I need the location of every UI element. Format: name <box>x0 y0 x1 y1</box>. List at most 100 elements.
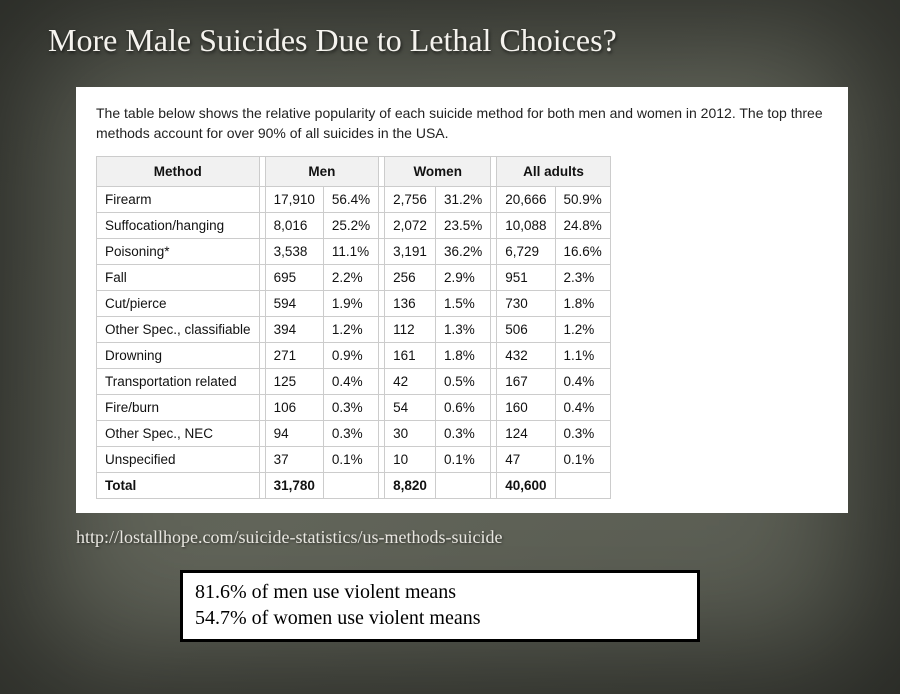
table-row: Drowning2710.9%1611.8%4321.1% <box>97 342 611 368</box>
cell-men-n: 17,910 <box>265 186 323 212</box>
cell-men-n: 37 <box>265 446 323 472</box>
cell-women-p: 1.8% <box>435 342 490 368</box>
cell-women-p: 36.2% <box>435 238 490 264</box>
cell-women-n: 161 <box>385 342 436 368</box>
cell-all-n: 6,729 <box>497 238 555 264</box>
cell-women-p: 0.6% <box>435 394 490 420</box>
col-women: Women <box>385 156 491 186</box>
cell-all-n: 730 <box>497 290 555 316</box>
cell-men-n: 594 <box>265 290 323 316</box>
cell-method: Other Spec., classifiable <box>97 316 260 342</box>
cell-all-p: 0.1% <box>555 446 610 472</box>
cell-women-p: 1.3% <box>435 316 490 342</box>
cell-method: Fire/burn <box>97 394 260 420</box>
cell-all-n: 47 <box>497 446 555 472</box>
callout-line-1: 81.6% of men use violent means <box>195 579 685 605</box>
cell-men-p: 1.9% <box>323 290 378 316</box>
cell-women-n: 10 <box>385 446 436 472</box>
cell-all-n: 160 <box>497 394 555 420</box>
cell-method: Unspecified <box>97 446 260 472</box>
table-body: Firearm17,91056.4% 2,75631.2% 20,66650.9% S… <box>97 186 611 498</box>
cell-men-p: 0.4% <box>323 368 378 394</box>
cell-men-p: 11.1% <box>323 238 378 264</box>
cell-women-p: 0.3% <box>435 420 490 446</box>
callout-line-2: 54.7% of women use violent means <box>195 605 685 631</box>
slide-title: More Male Suicides Due to Lethal Choices… <box>0 0 900 59</box>
cell-all-n: 167 <box>497 368 555 394</box>
cell-women-n: 42 <box>385 368 436 394</box>
cell-men-n: 94 <box>265 420 323 446</box>
cell-men-p: 0.3% <box>323 420 378 446</box>
table-row: Unspecified370.1%100.1%470.1% <box>97 446 611 472</box>
table-header-row: Method Men Women All adults <box>97 156 611 186</box>
cell-men-p: 1.2% <box>323 316 378 342</box>
cell-all-n: 432 <box>497 342 555 368</box>
cell-men-n: 695 <box>265 264 323 290</box>
cell-women-p: 0.5% <box>435 368 490 394</box>
table-row: Fall6952.2%2562.9%9512.3% <box>97 264 611 290</box>
cell-all-p: 1.8% <box>555 290 610 316</box>
cell-men-n: 106 <box>265 394 323 420</box>
cell-all-p: 50.9% <box>555 186 610 212</box>
cell-all-n: 10,088 <box>497 212 555 238</box>
intro-text: The table below shows the relative popul… <box>96 103 828 144</box>
cell-all-n: 506 <box>497 316 555 342</box>
table-row: Total31,780 8,820 40,600 <box>97 472 611 498</box>
col-all: All adults <box>497 156 611 186</box>
cell-women-n: 112 <box>385 316 436 342</box>
methods-table: Method Men Women All adults Firearm17,91… <box>96 156 611 499</box>
cell-men-n: 394 <box>265 316 323 342</box>
cell-women-n: 54 <box>385 394 436 420</box>
table-row: Firearm17,91056.4% 2,75631.2% 20,66650.9% <box>97 186 611 212</box>
cell-women-n: 8,820 <box>385 472 436 498</box>
callout-box: 81.6% of men use violent means 54.7% of … <box>180 570 700 642</box>
cell-women-p: 31.2% <box>435 186 490 212</box>
cell-all-p: 0.4% <box>555 368 610 394</box>
cell-method: Total <box>97 472 260 498</box>
cell-men-n: 125 <box>265 368 323 394</box>
table-row: Other Spec., NEC940.3%300.3%1240.3% <box>97 420 611 446</box>
cell-men-n: 8,016 <box>265 212 323 238</box>
table-panel: The table below shows the relative popul… <box>76 87 848 513</box>
cell-men-p: 2.2% <box>323 264 378 290</box>
col-men: Men <box>265 156 379 186</box>
cell-women-n: 30 <box>385 420 436 446</box>
cell-method: Other Spec., NEC <box>97 420 260 446</box>
cell-method: Poisoning* <box>97 238 260 264</box>
cell-men-p: 25.2% <box>323 212 378 238</box>
cell-women-p: 23.5% <box>435 212 490 238</box>
col-method: Method <box>97 156 260 186</box>
cell-all-n: 20,666 <box>497 186 555 212</box>
cell-men-p <box>323 472 378 498</box>
cell-all-p: 0.3% <box>555 420 610 446</box>
cell-women-p: 2.9% <box>435 264 490 290</box>
table-row: Poisoning*3,53811.1%3,19136.2%6,72916.6% <box>97 238 611 264</box>
cell-men-p: 56.4% <box>323 186 378 212</box>
cell-men-p: 0.3% <box>323 394 378 420</box>
cell-women-p: 0.1% <box>435 446 490 472</box>
table-row: Transportation related1250.4%420.5%1670.… <box>97 368 611 394</box>
cell-all-p: 2.3% <box>555 264 610 290</box>
cell-method: Transportation related <box>97 368 260 394</box>
table-row: Other Spec., classifiable3941.2%1121.3%5… <box>97 316 611 342</box>
cell-men-p: 0.9% <box>323 342 378 368</box>
cell-men-p: 0.1% <box>323 446 378 472</box>
cell-method: Firearm <box>97 186 260 212</box>
table-row: Fire/burn1060.3% 540.6% 1600.4% <box>97 394 611 420</box>
cell-women-p: 1.5% <box>435 290 490 316</box>
cell-all-p: 16.6% <box>555 238 610 264</box>
cell-men-n: 271 <box>265 342 323 368</box>
source-url: http://lostallhope.com/suicide-statistic… <box>76 527 900 548</box>
cell-men-n: 31,780 <box>265 472 323 498</box>
cell-all-p: 0.4% <box>555 394 610 420</box>
cell-method: Cut/pierce <box>97 290 260 316</box>
cell-all-n: 40,600 <box>497 472 555 498</box>
cell-all-p: 1.1% <box>555 342 610 368</box>
cell-women-n: 2,756 <box>385 186 436 212</box>
cell-method: Suffocation/hanging <box>97 212 260 238</box>
cell-all-p: 24.8% <box>555 212 610 238</box>
table-row: Cut/pierce5941.9% 1361.5% 7301.8% <box>97 290 611 316</box>
cell-all-n: 124 <box>497 420 555 446</box>
cell-all-p: 1.2% <box>555 316 610 342</box>
cell-women-n: 136 <box>385 290 436 316</box>
